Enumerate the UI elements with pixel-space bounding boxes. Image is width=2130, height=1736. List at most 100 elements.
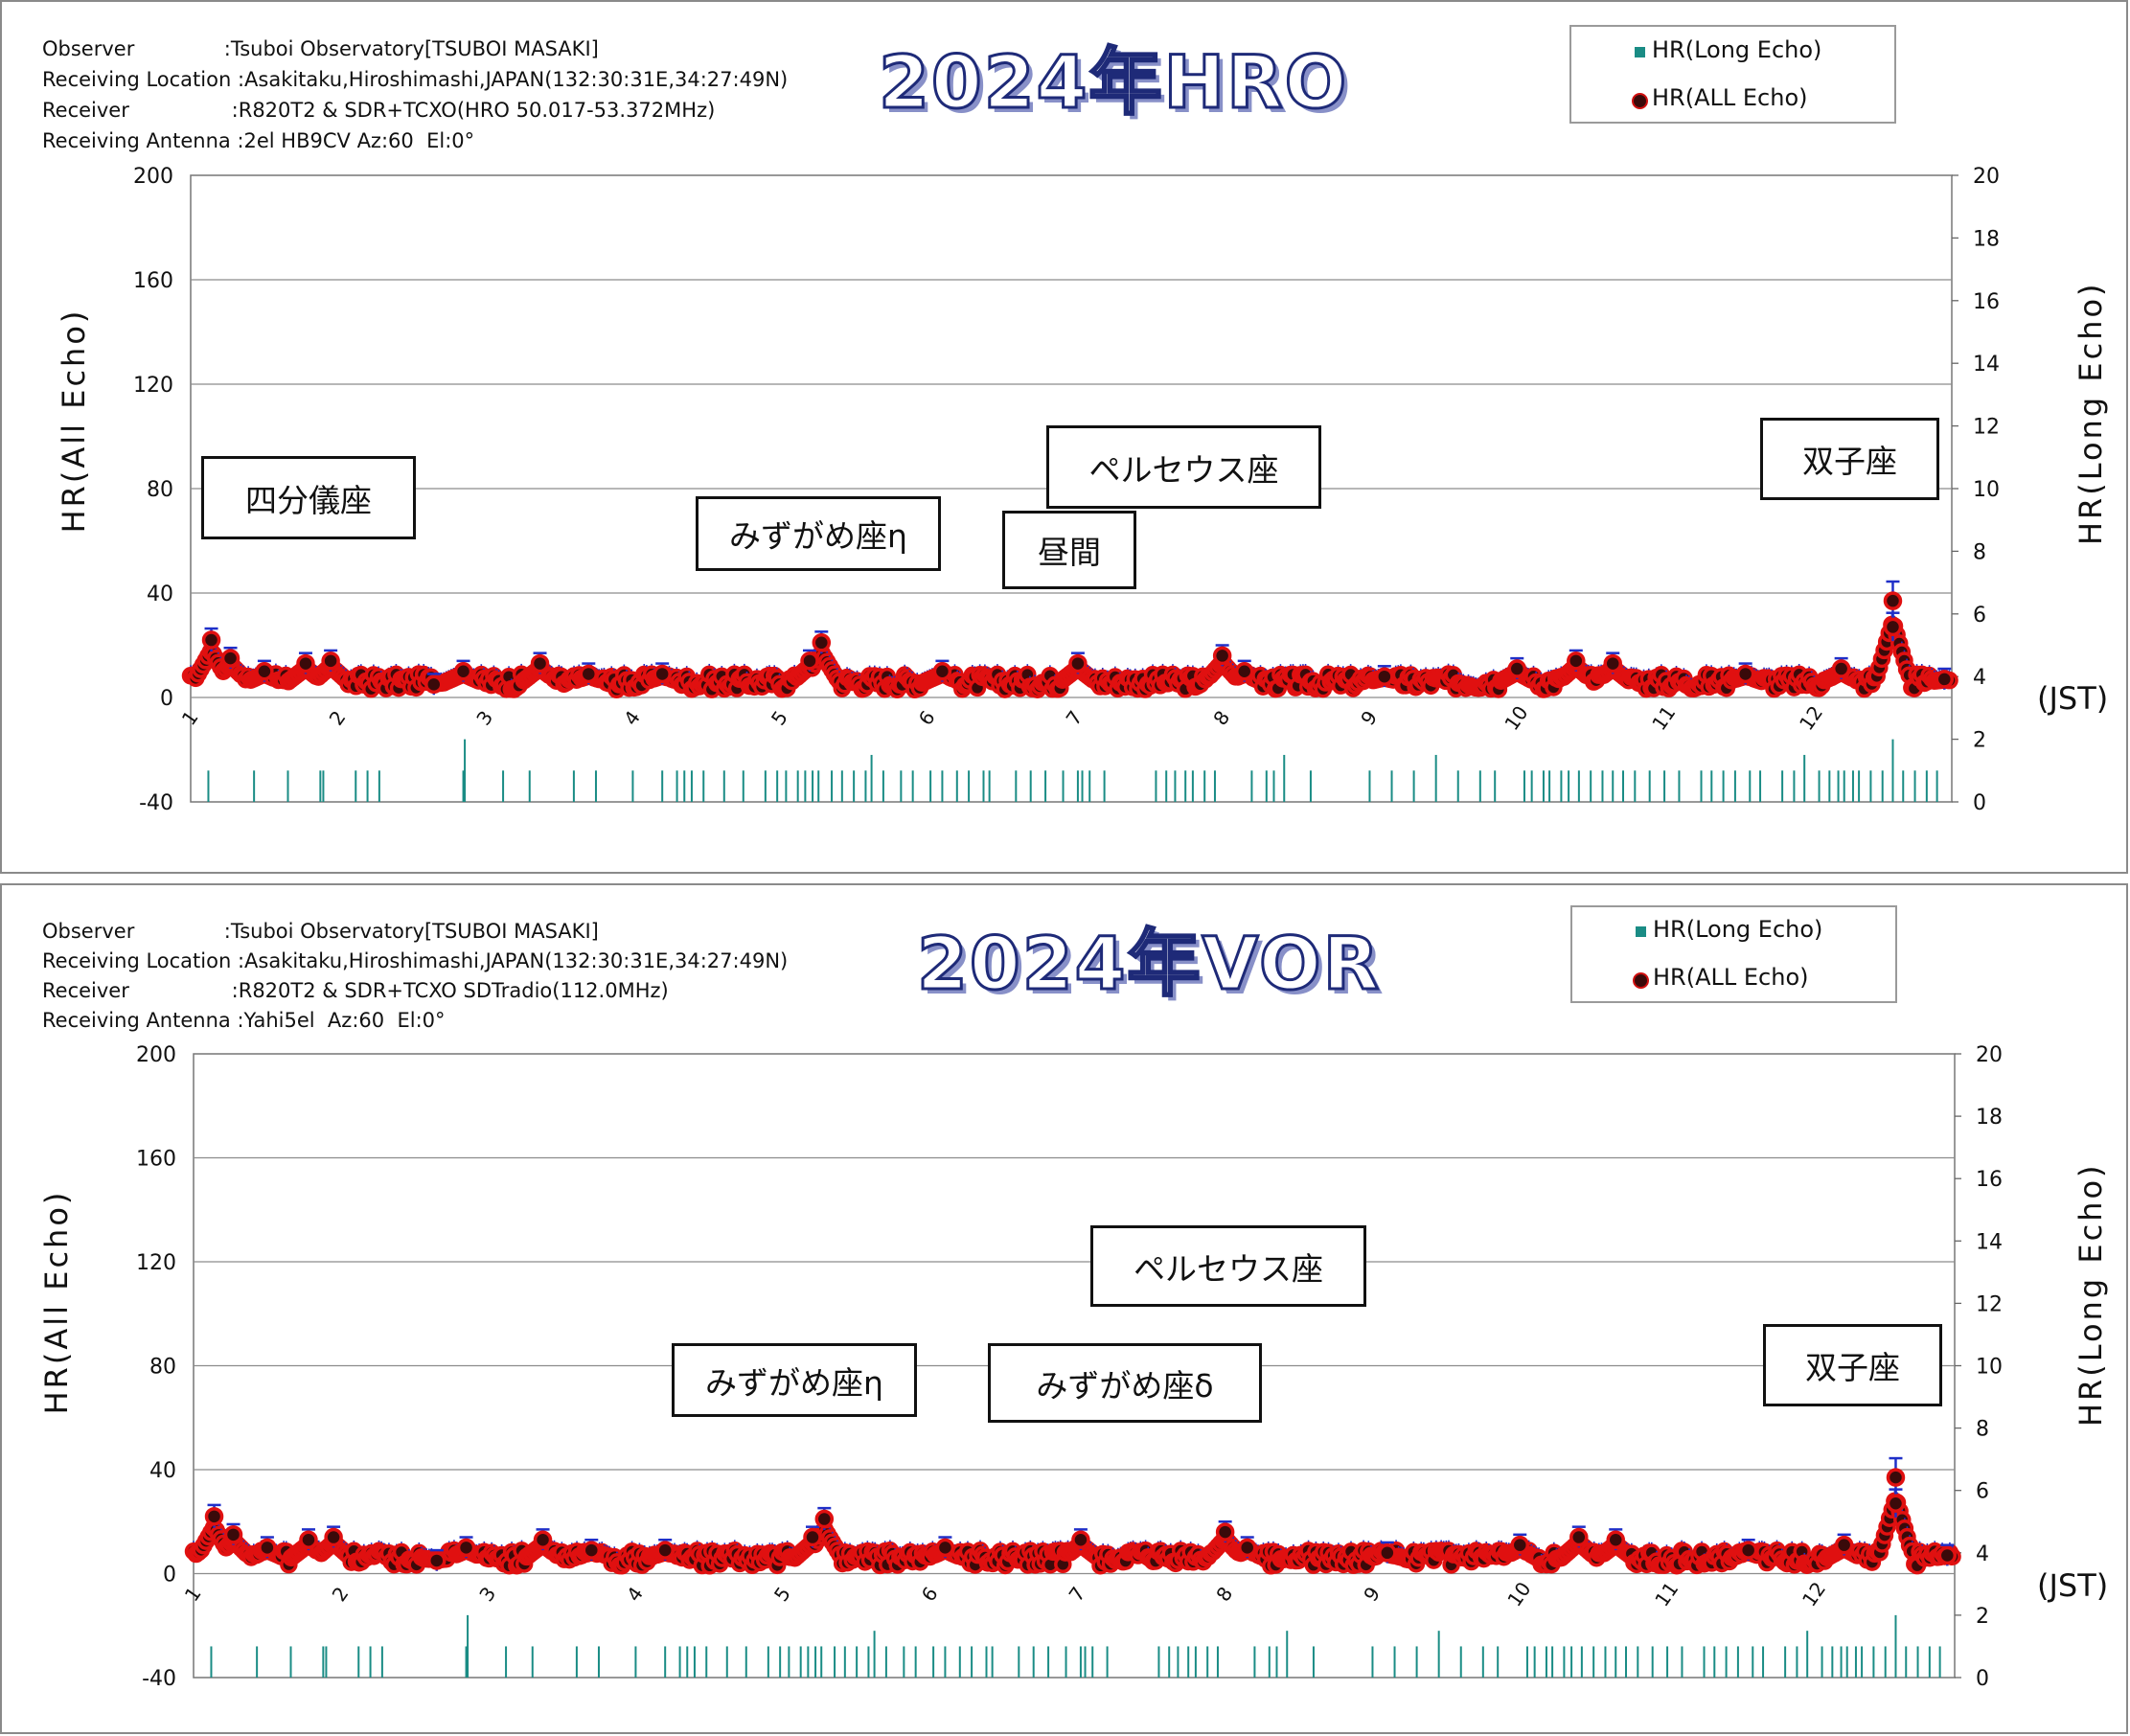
y-left-tick-label: 200 (136, 1043, 176, 1067)
y-left-tick-label: 80 (149, 1356, 176, 1380)
x-tick-label: 6 (917, 1583, 943, 1606)
all-echo-point (1215, 1522, 1235, 1542)
x-tick-label: 11 (1650, 1578, 1683, 1611)
y-left-tick-label: 0 (160, 687, 173, 711)
x-tick-label: 2 (328, 1583, 354, 1606)
info-observer: Observer :Tsuboi Observatory[TSUBOI MASA… (42, 920, 599, 943)
all-echo-point (427, 1551, 447, 1570)
y-right-tick-label: 16 (1976, 1168, 2003, 1192)
chart-panel-vor: Observer :Tsuboi Observatory[TSUBOI MASA… (0, 883, 2128, 1734)
all-echo-point (1937, 1545, 1958, 1565)
all-echo-point (324, 1527, 343, 1547)
all-echo-point (579, 664, 599, 684)
all-echo-point (1738, 1541, 1758, 1560)
y-left-tick-label: 200 (133, 165, 173, 189)
x-tick-label: 11 (1647, 701, 1680, 735)
chart-legend: HR(Long Echo) HR(ALL Echo) (1569, 25, 1896, 124)
x-tick-label: 12 (1795, 701, 1827, 735)
legend-all-echo-swatch (1632, 93, 1648, 109)
y-axis-left-label: HR(All Echo) (38, 1189, 75, 1415)
info-antenna: Receiving Antenna :2el HB9CV Az:60 El:0° (42, 129, 475, 152)
x-tick-label: 1 (180, 1583, 206, 1606)
legend-long-echo-swatch (1636, 926, 1646, 937)
legend-long-echo-label: HR(Long Echo) (1653, 916, 1823, 943)
all-echo-point (1510, 1535, 1530, 1555)
annotation-quadrantids: 四分儀座 (201, 456, 416, 539)
y-right-tick-label: 18 (1973, 227, 2000, 251)
y-right-tick-label: 4 (1973, 666, 1986, 690)
y-right-tick-label: 16 (1973, 290, 2000, 314)
all-echo-point (653, 664, 672, 684)
all-echo-point (424, 674, 444, 695)
all-echo-point (655, 1541, 675, 1560)
y-left-tick-label: -40 (142, 1667, 176, 1691)
all-echo-point (204, 1507, 224, 1526)
y-left-tick-label: 120 (133, 374, 173, 398)
x-tick-label: 2 (325, 706, 351, 729)
y-left-tick-label: 40 (149, 1459, 176, 1483)
x-tick-label: 3 (474, 1583, 500, 1606)
all-echo-point (220, 649, 240, 668)
all-echo-point (453, 662, 473, 681)
y-axis-right-label: HR(Long Echo) (2073, 1162, 2109, 1427)
all-echo-point (533, 1530, 553, 1549)
all-echo-point (1883, 617, 1903, 637)
y-right-tick-label: 0 (1976, 1667, 1989, 1691)
all-echo-point (1071, 1530, 1090, 1549)
x-tick-label: 4 (619, 706, 645, 729)
annotation-eta-aquariids: みずがめ座η (696, 496, 941, 571)
info-location: Receiving Location :Asakitaku,Hiroshimas… (42, 68, 789, 91)
all-echo-point (800, 651, 819, 671)
annotation-eta-aquariids: みずがめ座η (672, 1343, 917, 1417)
all-echo-point (582, 1541, 602, 1560)
all-echo-point (814, 1509, 835, 1529)
x-tick-label: 6 (914, 706, 940, 729)
legend-all-echo-label: HR(ALL Echo) (1652, 84, 1808, 111)
all-echo-point (1735, 664, 1755, 684)
y-right-tick-label: 14 (1976, 1230, 2003, 1254)
info-antenna: Receiving Antenna :Yahi5el Az:60 El:0° (42, 1009, 446, 1032)
all-echo-point (1834, 1535, 1854, 1555)
annotation-daytime: 昼間 (1002, 511, 1136, 589)
y-right-tick-label: 20 (1973, 165, 2000, 189)
all-echo-point (223, 1525, 243, 1544)
y-right-tick-label: 6 (1976, 1480, 1989, 1504)
y-right-tick-label: 20 (1976, 1043, 2003, 1067)
all-echo-point (932, 662, 952, 681)
all-echo-point (258, 1538, 277, 1558)
all-echo-point (321, 651, 340, 671)
all-echo-point (1569, 1527, 1589, 1547)
chart-panel-hro: Observer :Tsuboi Observatory[TSUBOI MASA… (0, 0, 2128, 874)
all-echo-point (1886, 1468, 1906, 1487)
all-echo-point (1212, 646, 1232, 666)
all-echo-point (201, 630, 221, 650)
x-tick-label: 12 (1798, 1578, 1830, 1611)
y-left-tick-label: 0 (163, 1564, 176, 1588)
y-left-tick-label: 80 (147, 478, 173, 502)
y-right-tick-label: 8 (1976, 1418, 1989, 1442)
x-tick-label: 5 (769, 1583, 795, 1606)
all-echo-point (812, 633, 832, 652)
info-receiver: Receiver :R820T2 & SDR+TCXO(HRO 50.017-5… (42, 99, 716, 122)
y-right-tick-label: 12 (1976, 1292, 2003, 1316)
all-echo-point (1603, 653, 1622, 674)
all-echo-point (456, 1538, 476, 1558)
y-right-tick-label: 4 (1976, 1542, 1989, 1566)
info-receiver: Receiver :R820T2 & SDR+TCXO SDTradio(112… (42, 979, 669, 1002)
x-tick-label: 10 (1502, 1578, 1535, 1611)
annotation-perseids: ペルセウス座 (1046, 425, 1321, 509)
x-tick-label: 5 (767, 706, 792, 729)
x-axis-unit-label: (JST) (2037, 680, 2109, 717)
y-left-tick-label: 120 (136, 1251, 176, 1275)
x-axis-unit-label: (JST) (2037, 1567, 2109, 1604)
y-right-tick-label: 10 (1976, 1356, 2003, 1380)
y-axis-left-label: HR(All Echo) (56, 308, 92, 534)
all-echo-point (803, 1527, 822, 1547)
legend-long-echo-label: HR(Long Echo) (1652, 36, 1822, 63)
all-echo-point (1831, 659, 1851, 678)
all-echo-point (1378, 1543, 1397, 1563)
chart-title: 2024年VOR (915, 920, 1382, 1008)
x-tick-label: 7 (1065, 1583, 1090, 1606)
